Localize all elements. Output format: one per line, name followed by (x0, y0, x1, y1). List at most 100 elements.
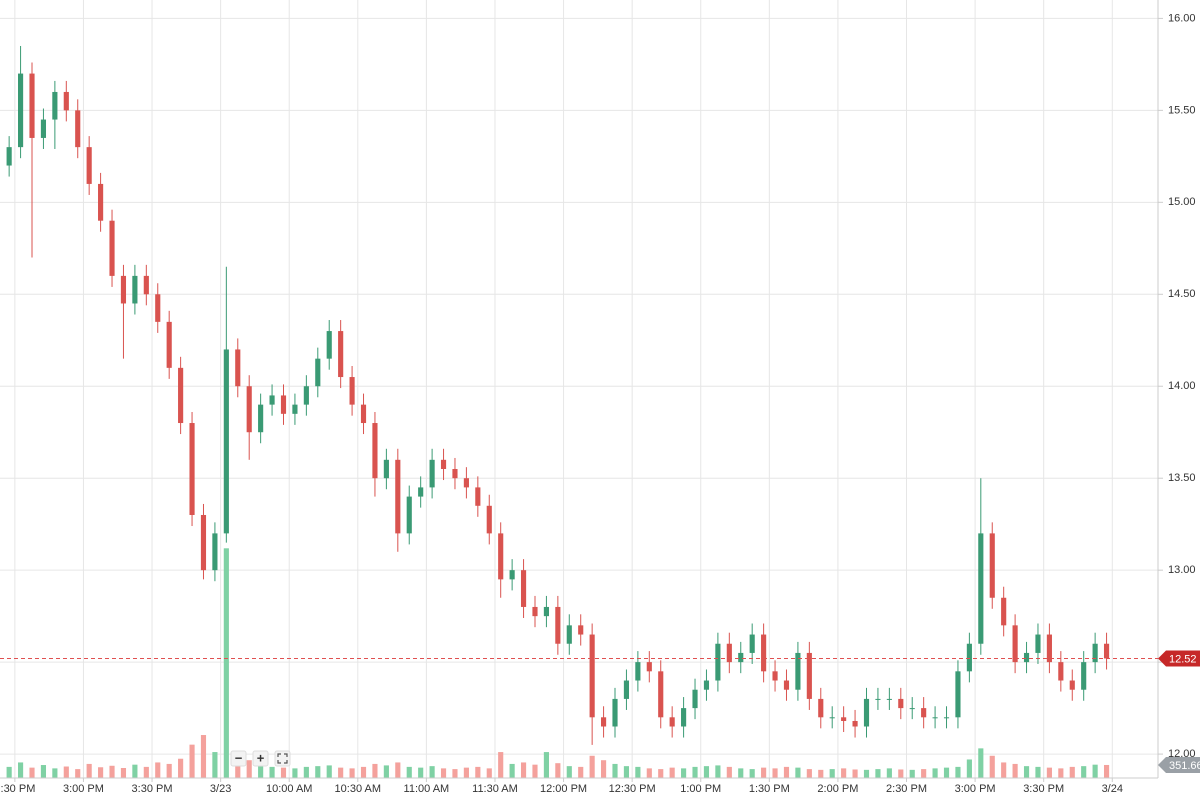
candle-body (669, 717, 675, 727)
candle-body (349, 377, 355, 405)
volume-bar (509, 763, 515, 778)
candle-body (418, 487, 424, 497)
volume-bar (292, 768, 298, 778)
toolbar: − + (230, 750, 291, 767)
volume-bar (543, 752, 549, 778)
volume-bar (955, 766, 961, 778)
x-tick-label: 10:30 AM (335, 783, 381, 795)
candle-body (909, 708, 915, 710)
last-volume-tag (1158, 756, 1200, 773)
volume-bar (383, 765, 389, 778)
volume-bar (566, 766, 572, 778)
volume-bar (1081, 766, 1087, 778)
volume-bar (280, 767, 287, 778)
grid (0, 0, 1158, 778)
y-tick-label: 14.00 (1168, 380, 1196, 392)
x-tick-label: 3:30 PM (132, 783, 173, 795)
candle-body (75, 110, 81, 148)
volume-bars (6, 548, 1110, 778)
candle-body (326, 331, 332, 359)
volume-bar (635, 766, 641, 778)
volume-bar (795, 767, 801, 778)
volume-bar (898, 769, 904, 778)
candle-body (829, 717, 835, 719)
candle-body (715, 643, 721, 681)
volume-bar (1069, 766, 1075, 778)
candle-body (738, 652, 744, 663)
candle-body (635, 662, 641, 681)
x-tick-label: 3:00 PM (63, 783, 104, 795)
volume-bar (818, 769, 824, 778)
candle-body (178, 367, 184, 424)
candle-body (646, 662, 652, 672)
x-tick-label: 12:00 PM (540, 783, 587, 795)
candle-body (886, 698, 892, 700)
candle-body (475, 487, 481, 506)
candle-body (463, 478, 469, 488)
volume-bar (1001, 762, 1007, 778)
candle-body (761, 634, 767, 672)
x-tick-label: 1:30 PM (749, 783, 790, 795)
candle-body (120, 275, 127, 304)
candle-body (1081, 662, 1087, 690)
x-tick-label: 2:30 PM (886, 783, 927, 795)
volume-bar (555, 763, 561, 778)
volume-bar (109, 765, 115, 778)
volume-bar (75, 769, 81, 778)
volume-bar (943, 767, 950, 778)
zoom-out-icon[interactable]: − (235, 750, 243, 765)
last-price-tag (1158, 650, 1200, 667)
volume-bar (921, 769, 927, 778)
zoom-in-button[interactable] (252, 750, 269, 767)
candle-body (303, 386, 309, 405)
candle-body (863, 698, 870, 727)
candle-body (406, 496, 412, 534)
candle-body (852, 720, 858, 727)
volume-bar (429, 766, 435, 778)
volume-bar (932, 768, 938, 778)
candle-body (395, 459, 401, 534)
volume-bar (315, 766, 321, 778)
volume-bar (440, 768, 447, 778)
candle-body (52, 91, 58, 120)
candle-body (383, 459, 389, 479)
candle-body (658, 671, 664, 718)
volume-bar (863, 769, 870, 778)
x-tick-label: 2:00 PM (817, 783, 858, 795)
candle-body (623, 680, 630, 699)
volume-bar (966, 759, 972, 778)
candle-body (601, 717, 607, 727)
candle-body (520, 570, 527, 607)
volume-bar (989, 755, 995, 778)
volume-bar (1012, 763, 1018, 778)
candles (6, 45, 1110, 745)
volume-bar (589, 755, 595, 778)
candle-body (612, 698, 618, 727)
volume-bar (6, 766, 12, 778)
volume-bar (63, 766, 69, 778)
volume-bar (212, 752, 218, 778)
volume-bar (875, 769, 881, 778)
candle-body (806, 652, 812, 699)
candle-body (338, 331, 344, 378)
zoom-out-button[interactable] (230, 750, 247, 767)
fullscreen-icon[interactable] (277, 753, 288, 764)
zoom-in-icon[interactable]: + (257, 750, 265, 765)
volume-bar (189, 744, 195, 778)
volume-bar (223, 548, 229, 778)
volume-bar (886, 768, 892, 778)
volume-bar (303, 766, 309, 778)
volume-bar (578, 766, 584, 778)
candle-body (29, 73, 35, 138)
volume-bar (681, 768, 687, 778)
axes: 12.0012.5013.0013.5014.0014.5015.0015.50… (0, 0, 1196, 795)
candle-body (452, 469, 458, 479)
x-tick-label: 3:30 PM (1023, 783, 1064, 795)
volume-bar (806, 769, 812, 778)
fullscreen-button[interactable] (274, 750, 291, 767)
y-tick-label: 15.50 (1168, 104, 1196, 116)
volume-bar (258, 765, 264, 778)
candle-body (943, 717, 950, 719)
candle-body (509, 570, 515, 580)
